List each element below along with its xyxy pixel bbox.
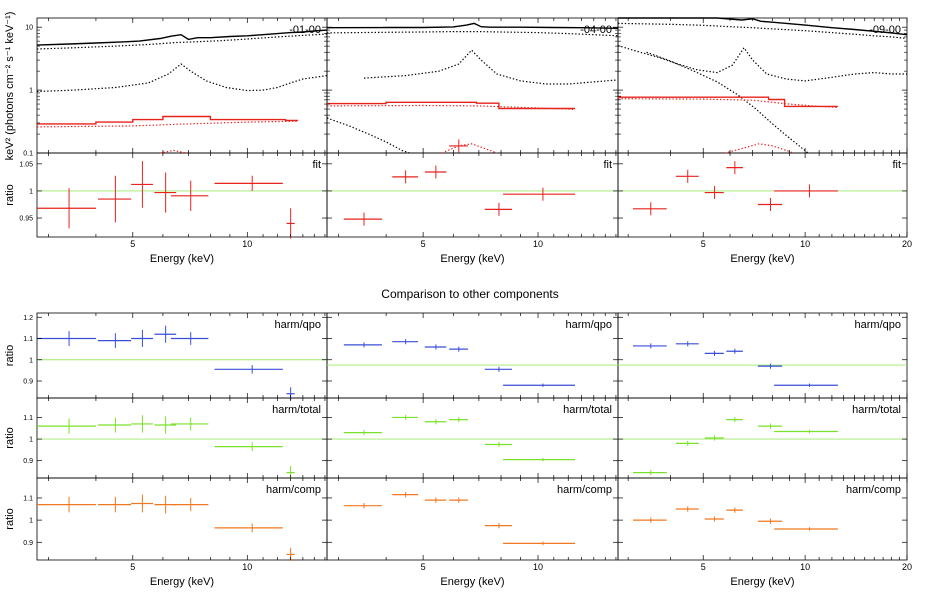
spectrum-line-qpo_component	[441, 143, 498, 154]
panel-label-harm_total: harm/total	[563, 404, 612, 416]
x-tick-label: 10	[800, 239, 810, 249]
panel-label-harm_qpo: harm/qpo	[275, 319, 321, 331]
x-axis-title: Energy (keV)	[440, 576, 504, 588]
spectrum-line-component	[617, 22, 908, 40]
x-tick-label: 5	[421, 239, 426, 249]
y-axis-title-harm_comp: ratio	[4, 508, 16, 529]
y-tick-label: 0.1	[23, 151, 33, 158]
x-tick-label: 5	[701, 239, 706, 249]
spectrum-line-component	[363, 49, 619, 85]
panel-label-harm_qpo: harm/qpo	[855, 319, 901, 331]
x-tick-label: 5	[421, 562, 426, 572]
spectrum-line-qpo_component	[724, 143, 794, 154]
x-axis-title: Energy (keV)	[150, 576, 214, 588]
panel-label-fit: fit	[603, 159, 612, 171]
spectrum-line-harmonic	[618, 96, 838, 108]
spectrum-line-total	[326, 22, 619, 29]
x-tick-label: 20	[902, 239, 912, 249]
observation-label: -04-00	[580, 24, 612, 36]
x-tick-label: 10	[242, 239, 252, 249]
panel-frame-spectrum-2	[617, 17, 908, 154]
y-tick-label: 0.95	[19, 216, 33, 223]
y-tick-label: 1.05	[19, 161, 33, 168]
y-axis-title-harm_total: ratio	[4, 427, 16, 448]
spectrum-line-harmonic	[327, 101, 575, 110]
spectrum-line-component	[36, 63, 328, 93]
y-axis-title-fit: ratio	[4, 184, 16, 205]
section-title: Comparison to other components	[381, 287, 558, 301]
x-tick-label: 5	[701, 562, 706, 572]
y-tick-label: 0.9	[23, 540, 33, 547]
y-tick-label: 1.2	[23, 315, 33, 322]
panel-frame-harm_comp-2	[617, 477, 908, 561]
y-tick-label: 1	[29, 188, 33, 195]
panel-label-harm_total: harm/total	[852, 404, 901, 416]
panel-frames	[36, 17, 908, 561]
panel-label-harm_comp: harm/comp	[846, 484, 901, 496]
spectrum-line-component	[326, 31, 619, 37]
y-tick-label: 10	[25, 25, 33, 32]
data-series	[36, 17, 908, 562]
panel-label-harm_qpo: harm/qpo	[566, 319, 612, 331]
panel-label-harm_total: harm/total	[272, 404, 321, 416]
x-tick-label: 10	[242, 562, 252, 572]
y-axis-title-harm_qpo: ratio	[4, 345, 16, 366]
y-tick-label: 1.1	[23, 336, 33, 343]
x-tick-label: 10	[800, 562, 810, 572]
spectrum-line-component	[36, 33, 328, 50]
spectrum-line-harmonic_model	[617, 98, 838, 108]
axis-ticks	[37, 18, 908, 560]
x-axis-title: Energy (keV)	[440, 253, 504, 265]
panel-label-harm_comp: harm/comp	[266, 484, 321, 496]
observation-label: -09-00	[869, 24, 901, 36]
panel-label-harm_comp: harm/comp	[557, 484, 612, 496]
observation-label: -01-00	[289, 24, 321, 36]
x-tick-label: 10	[533, 239, 543, 249]
y-tick-label: 1	[29, 437, 33, 444]
y-tick-label: 1	[29, 518, 33, 525]
x-tick-label: 10	[533, 562, 543, 572]
spectrum-line-total	[36, 29, 328, 46]
y-tick-label: 1.1	[23, 495, 33, 502]
spectrum-line-component	[617, 45, 907, 82]
spectrum-line-component	[326, 117, 410, 154]
y-tick-label: 1	[29, 357, 33, 364]
y-axis-title-spectrum: keV² (photons cm⁻² s⁻¹ keV⁻¹)	[4, 12, 16, 161]
x-axis-title: Energy (keV)	[730, 576, 794, 588]
panel-frame-fit-2	[617, 152, 908, 238]
panel-frame-fit-0	[36, 152, 328, 238]
panel-label-fit: fit	[892, 159, 901, 171]
x-tick-label: 5	[130, 562, 135, 572]
axis-text: 0.1 1 10 0.95 1 1.05 0.9 1 1.1 1.2 0.9 1 1.1 0.9 1 1.1 k…	[4, 12, 912, 588]
x-axis-title: Energy (keV)	[150, 253, 214, 265]
spectrum-line-harmonic	[37, 115, 299, 125]
y-tick-label: 0.9	[23, 458, 33, 465]
spectrum-line-qpo_component	[159, 149, 187, 154]
y-tick-label: 1	[29, 88, 33, 95]
panel-frame-fit-1	[326, 152, 619, 238]
y-tick-label: 1.1	[23, 415, 33, 422]
spectrum-line-total	[618, 17, 908, 36]
spectrum-line-harmonic_model	[326, 104, 576, 111]
panel-frame-spectrum-1	[326, 17, 619, 154]
y-tick-label: 0.9	[23, 379, 33, 386]
reference-lines	[37, 190, 907, 440]
x-tick-label: 5	[130, 239, 135, 249]
x-axis-title: Energy (keV)	[730, 253, 794, 265]
x-tick-label: 20	[902, 562, 912, 572]
panel-label-fit: fit	[312, 159, 321, 171]
spectrum-line-component	[646, 51, 809, 154]
